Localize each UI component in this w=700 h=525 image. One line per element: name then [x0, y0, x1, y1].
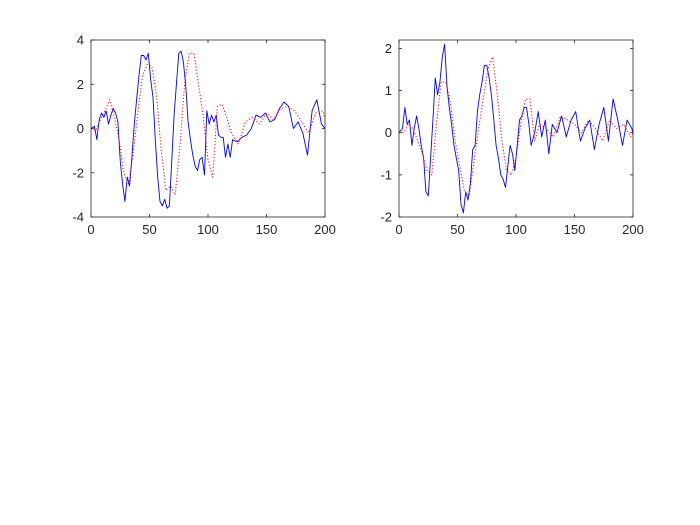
plot-area	[90, 39, 326, 218]
left-plot: 0 50 100 150 200 -4 -2 0 2 4	[72, 33, 335, 238]
right-plot: 0 50 100 150 200 -2 -1 0 1 2	[380, 39, 644, 237]
x-tick-label: 0	[395, 222, 402, 237]
y-tick-label: 2	[77, 77, 84, 92]
series-group	[398, 43, 634, 214]
series-group	[90, 50, 326, 209]
y-tick-label: 4	[77, 33, 84, 48]
x-tick-label: 50	[142, 222, 156, 237]
series-line-dotted	[90, 52, 326, 196]
series-line-solid	[398, 43, 634, 214]
x-tick-label: 200	[314, 222, 336, 237]
y-tick-label: 1	[385, 83, 392, 98]
x-tick-label: 200	[622, 222, 644, 237]
x-tick-label: 50	[450, 222, 464, 237]
x-tick-label: 150	[256, 222, 278, 237]
y-tick-label: -1	[380, 167, 392, 182]
plot-area	[398, 39, 634, 218]
x-tick-label: 100	[197, 222, 219, 237]
x-tick-label: 100	[505, 222, 527, 237]
series-line-dotted	[399, 56, 634, 197]
y-tick-label: 2	[385, 41, 392, 56]
x-tick-label: 0	[87, 222, 94, 237]
y-tick-label: -2	[72, 165, 84, 180]
y-tick-label: -2	[380, 210, 392, 225]
y-tick-label: -4	[72, 210, 84, 225]
x-tick-label: 150	[564, 222, 586, 237]
y-tick-label: 0	[77, 121, 84, 136]
y-tick-label: 0	[385, 125, 392, 140]
series-line-solid	[90, 50, 326, 209]
